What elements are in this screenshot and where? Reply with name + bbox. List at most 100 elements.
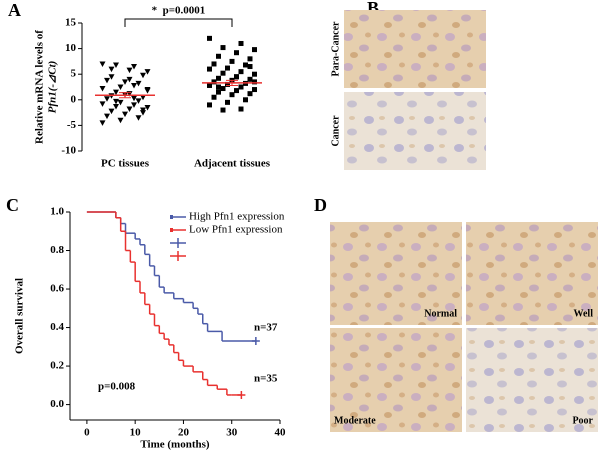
data-point [243,62,248,68]
panel-label: C [6,195,19,215]
data-point [207,82,212,88]
x-axis-label: Time (months) [140,439,209,451]
data-point [225,81,230,87]
data-point [216,53,221,59]
x-tick-label: 30 [226,427,238,439]
significance-bracket [124,18,233,27]
data-point [238,40,244,46]
data-point [238,84,244,90]
image-label: Poor [572,415,593,426]
data-point [252,87,257,93]
y-tick-label: 0.8 [50,244,64,256]
histology-image [344,92,486,170]
y-axis-label: Overall survival [14,278,26,354]
data-point [234,74,239,80]
data-point [104,96,110,102]
data-point [216,84,221,90]
data-point [126,106,133,113]
data-point [220,107,226,113]
y-tick-label: -10 [61,145,76,157]
data-point [144,87,151,93]
data-point [108,93,115,99]
image-label: Cancer [330,115,341,147]
data-point [225,65,230,71]
error-bar [119,92,131,99]
data-point [99,101,106,107]
data-point [131,82,137,89]
data-point [108,108,115,115]
data-point [144,69,151,75]
data-point [207,102,212,108]
y-tick-label: 1.0 [50,206,64,218]
censor-mark [237,390,246,399]
data-point [238,106,244,112]
data-point [252,47,257,53]
data-point [225,99,230,105]
data-point [252,79,257,85]
annotation: n=35 [254,373,278,385]
data-point [140,94,146,101]
data-point [99,120,106,126]
histology-image [466,222,598,325]
legend-label: Low Pfn1 expression [189,224,283,236]
data-point [211,94,217,100]
data-point [234,50,239,56]
x-tick-label: 20 [178,427,190,439]
image-label: Well [574,308,594,319]
y-tick-label: -5 [67,119,77,131]
panel-labels: A B C D [6,0,379,215]
x-tick-label: PC tissues [101,158,150,170]
data-point [207,35,212,41]
data-point [113,62,119,68]
data-point [247,56,253,62]
data-point [108,66,115,73]
data-point [252,71,257,77]
y-tick-label: 0.2 [50,360,64,372]
error-bar [226,79,238,86]
data-point [126,67,133,74]
y-tick-label: 0.4 [50,321,64,333]
data-point [247,76,253,82]
significance-label: * p=0.0001 [152,5,206,17]
data-point [247,64,253,70]
y-tick-label: 5 [71,68,77,80]
legend-label: High Pfn1 expression [189,211,285,223]
data-point [131,64,137,70]
data-point [229,92,235,98]
legend-marker [170,215,173,219]
data-point [104,113,110,120]
km-legend-censor [170,238,186,261]
data-point [211,79,217,85]
y-tick-label: 10 [65,42,77,54]
annotation: n=37 [254,322,278,334]
data-point [113,98,119,105]
panel-label: A [8,0,21,20]
data-point [140,72,146,79]
data-point [238,69,244,75]
data-point [131,95,137,102]
image-label: Moderate [334,415,376,426]
data-point [108,74,115,80]
x-tick-label: Adjacent tissues [194,158,271,170]
y-axis-label: Relative mRNA levels of [34,30,46,144]
data-point [220,45,226,51]
x-tick-label: 0 [84,427,90,439]
legend-marker [170,228,173,232]
data-point [135,98,142,104]
data-point [140,107,146,114]
data-point [131,102,137,108]
data-point [99,61,106,67]
x-tick-label: 10 [130,427,142,439]
censor-mark [251,337,260,346]
data-point [216,75,221,81]
legend-censor-symbol [170,238,186,248]
data-point [247,91,253,97]
data-point [126,76,133,83]
image-label: Para-Cancer [330,21,341,77]
histology-image [344,10,486,88]
data-point [211,61,217,67]
y-tick-label: 0 [71,93,77,105]
histology-image [330,328,462,432]
data-point [220,86,226,92]
y-tick-label: 0.6 [50,283,64,295]
